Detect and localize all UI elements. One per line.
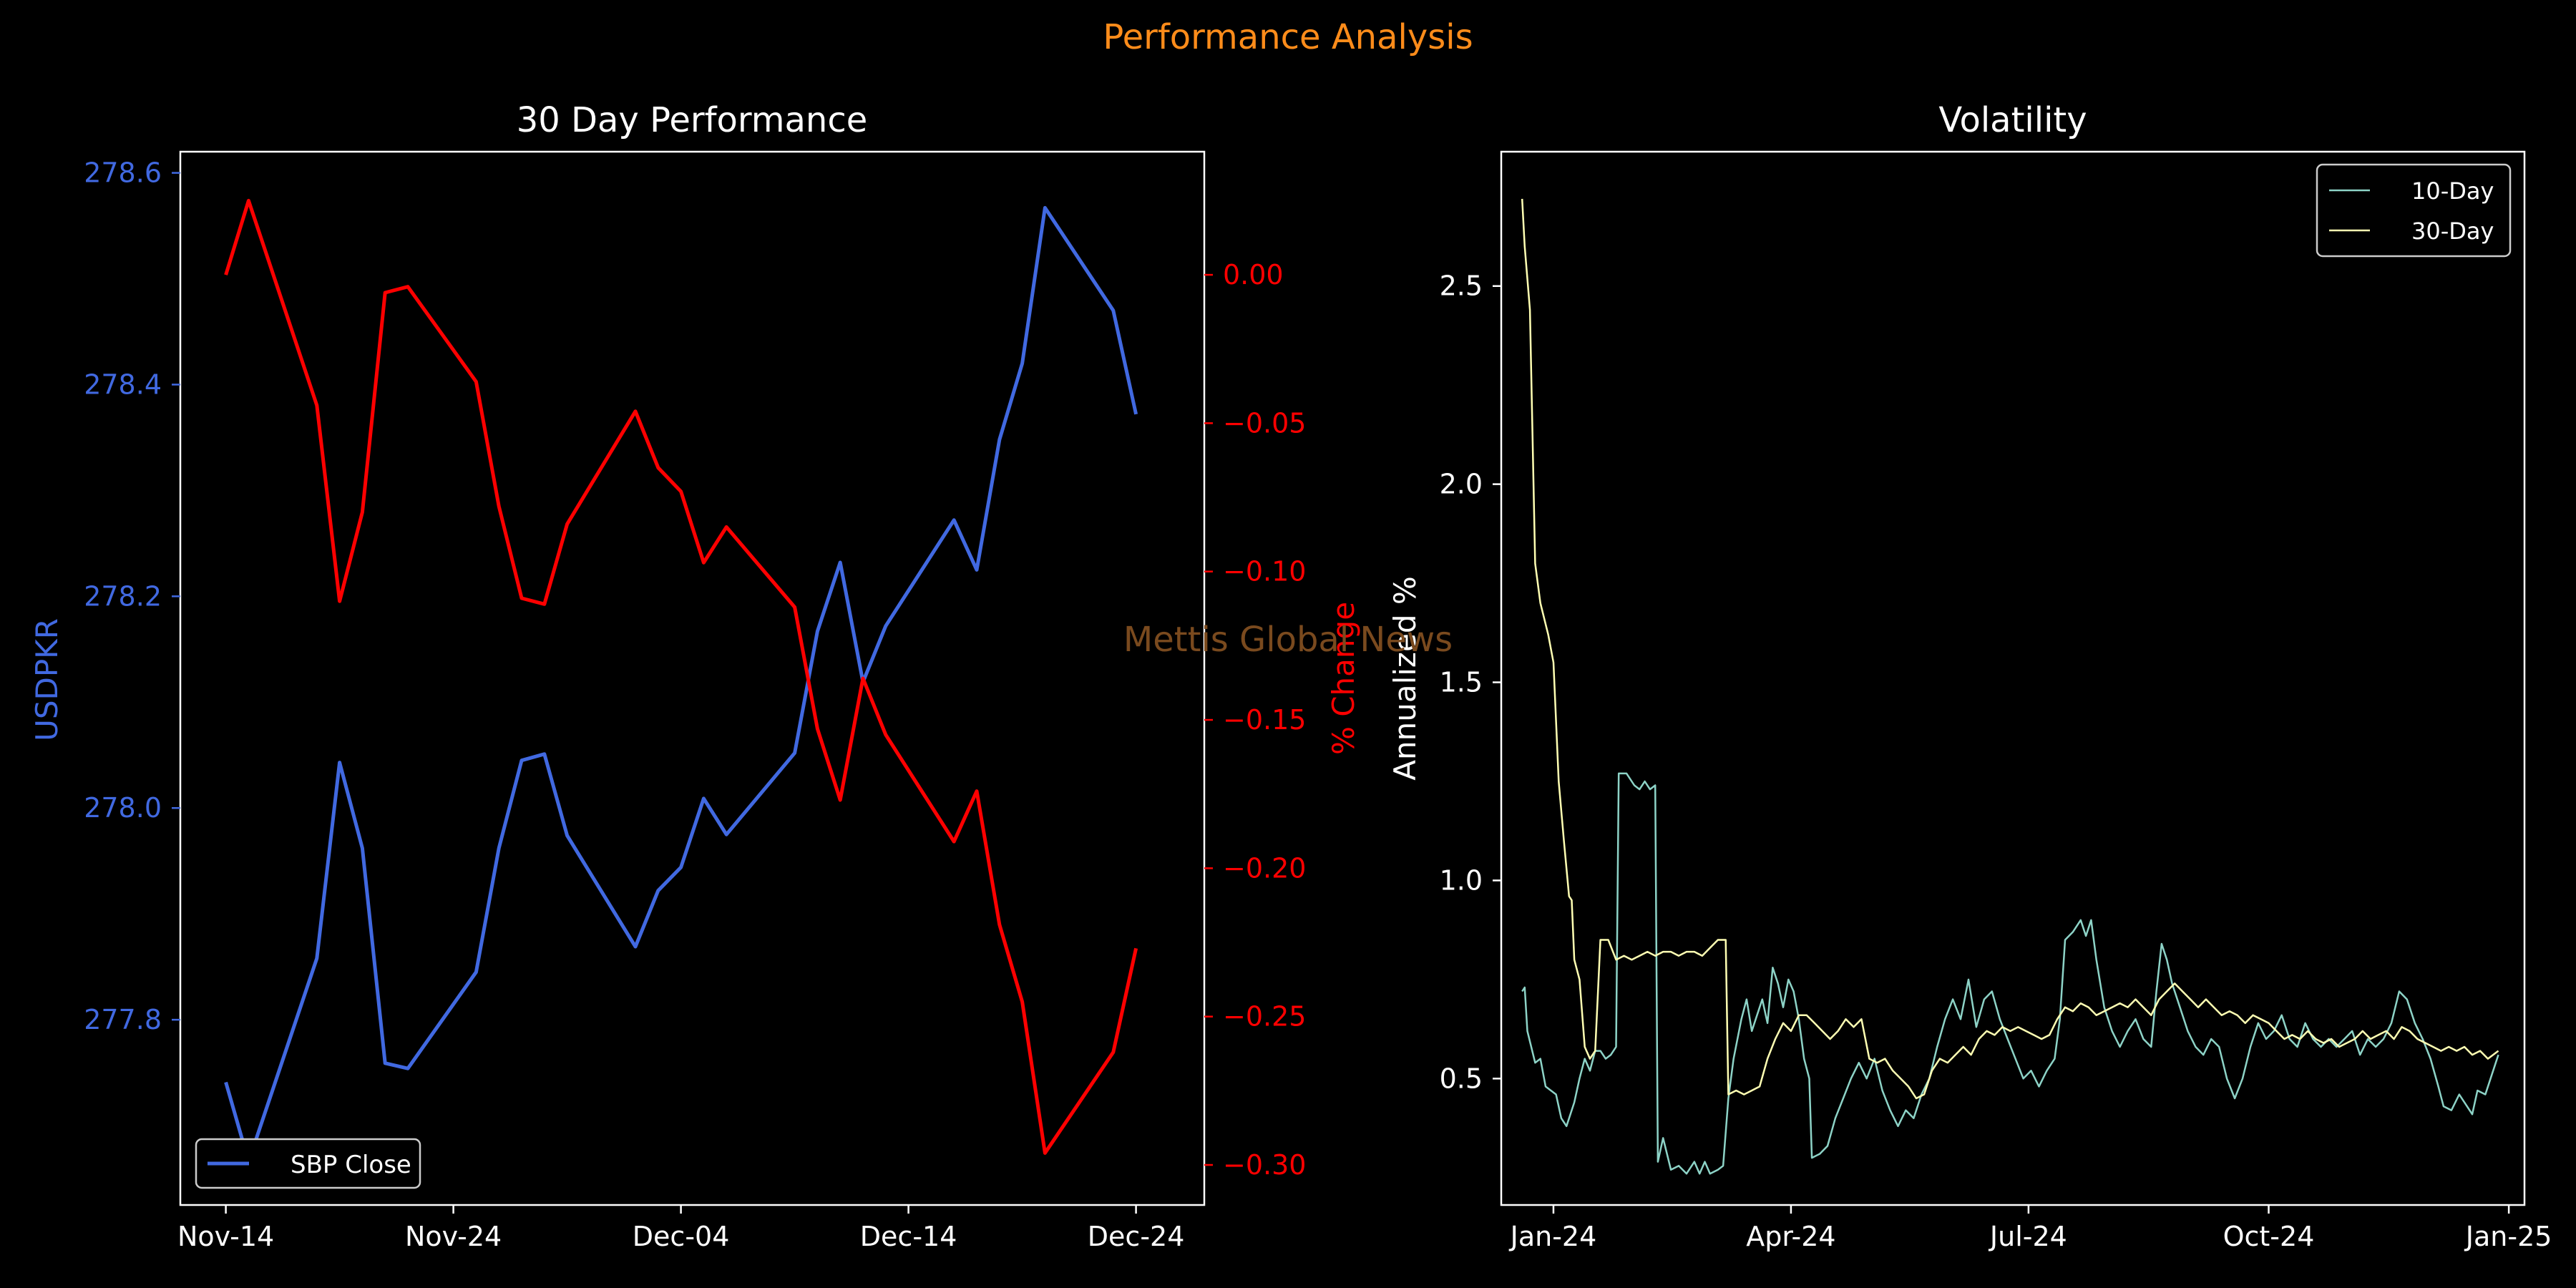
volatility-x-tick-label: Oct-24 xyxy=(2223,1221,2315,1252)
performance-x-tick-label: Nov-14 xyxy=(177,1221,274,1252)
vol-10day-series-line xyxy=(1521,772,2499,1175)
volatility-x-tick-label: Jul-24 xyxy=(1989,1221,2067,1252)
volatility-y-tick-label: 2.0 xyxy=(1440,469,1483,500)
performance-right-tick-label: 0.00 xyxy=(1223,259,1284,291)
vol-30day-legend-label: 30-Day xyxy=(2411,218,2494,245)
performance-x-tick-label: Dec-04 xyxy=(633,1221,730,1252)
performance-left-tick-label: 278.2 xyxy=(84,580,162,612)
volatility-y-axis-label: Annualized % xyxy=(1387,576,1423,780)
performance-right-tick-label: −0.30 xyxy=(1223,1149,1306,1181)
performance-x-tick-label: Dec-14 xyxy=(860,1221,957,1252)
volatility-x-tick-label: Jan-24 xyxy=(1509,1221,1597,1252)
performance-right-tick-label: −0.05 xyxy=(1223,407,1306,439)
performance-chart-title: 30 Day Performance xyxy=(517,100,868,140)
vol-30day-series-line xyxy=(1521,198,2499,1100)
sbp-close-series-line xyxy=(224,205,1138,1163)
performance-right-tick-label: −0.25 xyxy=(1223,1001,1306,1033)
volatility-y-tick-label: 1.5 xyxy=(1440,667,1483,698)
vol-10day-legend-label: 10-Day xyxy=(2411,177,2494,205)
volatility-plot-frame xyxy=(1500,150,2526,1206)
watermark-text: Mettis Global News xyxy=(1123,620,1453,660)
pct-change-series-line xyxy=(224,198,1138,1155)
performance-left-tick-label: 278.6 xyxy=(84,157,162,189)
performance-chart-panel: 30 Day Performance USDPKR % Change Nov-1… xyxy=(29,100,1361,1252)
volatility-x-tick-label: Jan-25 xyxy=(2464,1221,2552,1252)
volatility-chart-panel: Volatility Annualized % Jan-24 Apr-24 Jul-… xyxy=(1387,100,2552,1252)
performance-left-tick-label: 278.4 xyxy=(84,369,162,400)
performance-right-tick-label: −0.15 xyxy=(1223,704,1306,736)
performance-legend: SBP Close xyxy=(195,1138,421,1189)
performance-left-tick-label: 278.0 xyxy=(84,792,162,824)
performance-legend-box xyxy=(195,1138,421,1189)
volatility-x-tick-label: Apr-24 xyxy=(1746,1221,1835,1252)
performance-right-tick-label: −0.10 xyxy=(1223,556,1306,587)
performance-left-tick-label: 277.8 xyxy=(84,1004,162,1035)
performance-right-tick-label: −0.20 xyxy=(1223,852,1306,884)
volatility-legend: 10-Day 30-Day xyxy=(2316,163,2512,258)
volatility-y-tick-label: 2.5 xyxy=(1440,270,1483,302)
sbp-close-legend-label: SBP Close xyxy=(291,1151,411,1179)
volatility-chart-title: Volatility xyxy=(1938,100,2087,140)
performance-left-axis-label: USDPKR xyxy=(29,618,64,741)
volatility-y-tick-label: 1.0 xyxy=(1440,864,1483,896)
volatility-y-tick-label: 0.5 xyxy=(1440,1063,1483,1094)
volatility-legend-box xyxy=(2316,163,2512,258)
figure-suptitle: Performance Analysis xyxy=(1103,17,1473,57)
performance-x-tick-label: Dec-24 xyxy=(1088,1221,1185,1252)
performance-right-axis-label: % Change xyxy=(1326,602,1361,755)
performance-x-tick-label: Nov-24 xyxy=(405,1221,502,1252)
performance-plot-frame xyxy=(179,150,1206,1206)
